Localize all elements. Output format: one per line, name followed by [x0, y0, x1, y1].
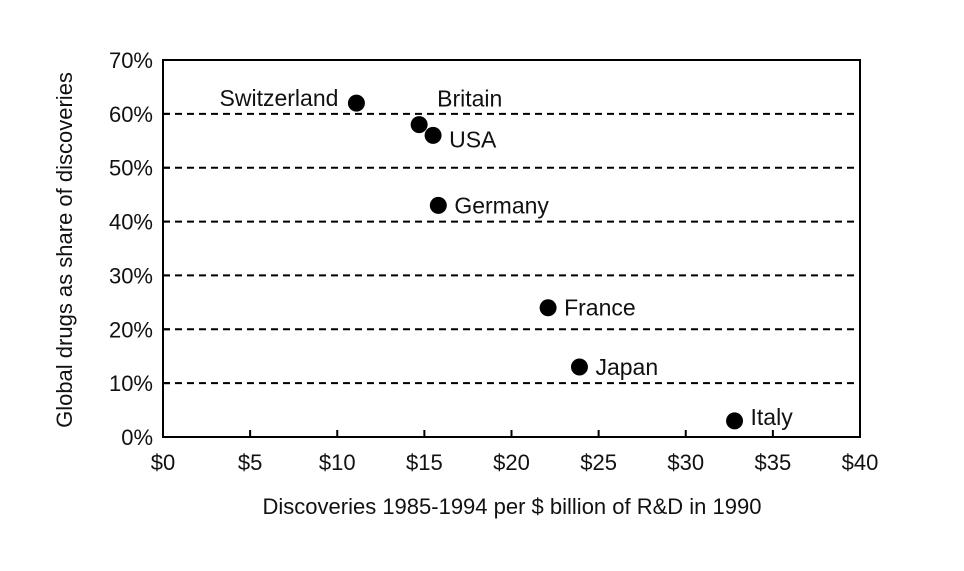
y-axis: 0% 10% 20% 30% 40% 50% 60% 70%: [109, 48, 170, 450]
data-point: [429, 196, 447, 214]
data-point: [410, 116, 428, 134]
plot-frame: [162, 59, 861, 438]
data-points: Switzerland Britain USA Germany France Japan I…: [220, 85, 794, 430]
x-tick-label: $30: [667, 450, 704, 475]
y-tick-label: 10%: [109, 371, 153, 396]
point-label: Germany: [454, 192, 549, 218]
data-point: [424, 126, 442, 144]
x-axis: $0 $5 $10 $15 $20 $25 $30 $35 $40: [151, 430, 879, 475]
point-label: Italy: [751, 404, 794, 430]
y-tick-label: 60%: [109, 102, 153, 127]
data-point: [347, 94, 365, 112]
point-label: USA: [449, 126, 497, 152]
point-label: Britain: [437, 86, 502, 112]
x-tick-label: $5: [238, 450, 262, 475]
y-tick-label: 40%: [109, 210, 153, 235]
x-tick-label: $15: [406, 450, 443, 475]
y-axis-label: Global drugs as share of discoveries: [52, 72, 77, 428]
y-tick-label: 0%: [121, 425, 153, 450]
point-label: Switzerland: [220, 85, 339, 111]
y-tick-label: 20%: [109, 317, 153, 342]
x-axis-label: Discoveries 1985-1994 per $ billion of R…: [263, 494, 762, 519]
point-label: Japan: [595, 354, 658, 380]
data-point: [570, 358, 588, 376]
x-tick-label: $35: [755, 450, 792, 475]
gridlines: [163, 112, 860, 385]
x-tick-label: $0: [151, 450, 175, 475]
point-label: France: [564, 295, 636, 321]
y-tick-label: 70%: [109, 48, 153, 73]
y-tick-label: 50%: [109, 156, 153, 181]
x-tick-label: $25: [580, 450, 617, 475]
x-tick-label: $10: [319, 450, 356, 475]
data-point: [539, 299, 557, 317]
data-point: [726, 412, 744, 430]
x-tick-label: $20: [493, 450, 530, 475]
y-tick-label: 30%: [109, 263, 153, 288]
x-tick-label: $40: [842, 450, 879, 475]
